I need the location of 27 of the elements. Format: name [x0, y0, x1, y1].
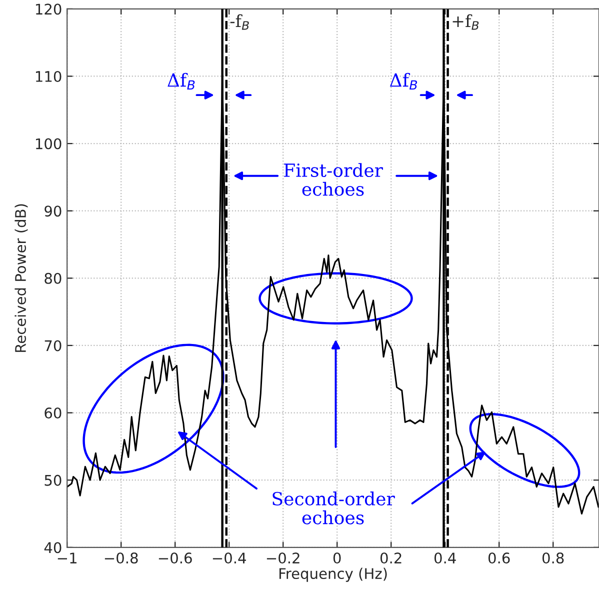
ref-line-label: +f$_{B}$ — [452, 14, 479, 30]
x-tick-label: −1 — [58, 552, 76, 564]
y-tick-label: 80 — [44, 272, 62, 284]
y-tick-label: 60 — [44, 408, 62, 419]
x-tick-label: 0.6 — [488, 552, 510, 564]
y-tick-label: 100 — [36, 138, 62, 150]
x-tick-label: −0.4 — [212, 552, 246, 564]
x-tick-label: −0.2 — [266, 552, 300, 564]
x-tick-label: −0.6 — [158, 552, 192, 564]
annotation: First-order echoes — [284, 163, 384, 196]
y-tick-label: 50 — [44, 474, 62, 486]
annotation: Δf$_{B}$ — [168, 72, 195, 90]
x-tick-label: 0.2 — [380, 552, 402, 564]
x-tick-label: 0 — [333, 552, 341, 564]
y-tick-label: 40 — [44, 542, 62, 554]
x-tick-label: −0.8 — [104, 552, 138, 564]
x-tick-label: 0.4 — [434, 552, 456, 564]
x-axis-title: Frequency (Hz) — [279, 568, 387, 582]
y-tick-label: 70 — [44, 340, 62, 352]
y-tick-label: 120 — [36, 4, 62, 15]
annotation: Second-order echoes — [272, 492, 395, 524]
y-tick-label: 90 — [44, 206, 62, 217]
ref-line-label: -f$_{B}$ — [230, 14, 249, 30]
x-tick-label: 0.8 — [542, 552, 564, 564]
y-tick-label: 110 — [36, 70, 62, 82]
annotation: Δf$_{B}$ — [390, 72, 418, 90]
y-axis-title: Received Power (dB) — [14, 204, 28, 352]
